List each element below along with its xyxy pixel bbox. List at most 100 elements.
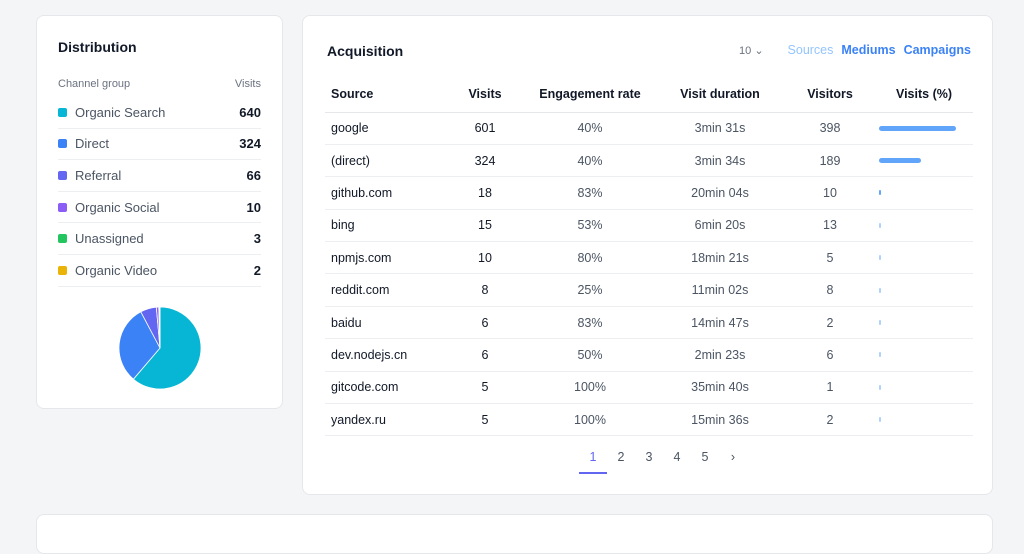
page-4[interactable]: 4 [663, 450, 691, 474]
engagement-cell: 25% [525, 274, 655, 306]
visits-percent-cell [875, 242, 973, 274]
bottom-card [36, 514, 993, 554]
tab-sources[interactable]: Sources [788, 43, 834, 57]
source-cell: gitcode.com [325, 371, 445, 403]
visitors-cell: 6 [785, 339, 875, 371]
visitors-cell: 2 [785, 306, 875, 338]
next-page-icon[interactable]: › [719, 450, 747, 474]
visits-percent-bar [879, 417, 881, 422]
visits-percent-cell [875, 371, 973, 403]
channel-label: Direct [75, 136, 239, 151]
visits-percent-bar [879, 352, 881, 357]
visits-percent-bar [879, 158, 921, 163]
source-cell: reddit.com [325, 274, 445, 306]
duration-cell: 15min 36s [655, 404, 785, 436]
column-header: Visits [445, 76, 525, 112]
acquisition-title: Acquisition [327, 43, 403, 59]
channel-label: Unassigned [75, 231, 254, 246]
channel-group-header: Channel group [58, 78, 130, 90]
page-size-value: 10 [739, 45, 751, 57]
page-2[interactable]: 2 [607, 450, 635, 474]
column-header: Visit duration [655, 76, 785, 112]
duration-cell: 3min 31s [655, 112, 785, 144]
tab-mediums[interactable]: Mediums [841, 43, 895, 57]
visits-percent-bar [879, 385, 881, 390]
channel-label: Organic Social [75, 200, 247, 215]
color-swatch [58, 171, 67, 180]
visits-percent-bar [879, 223, 881, 228]
color-swatch [58, 234, 67, 243]
distribution-title: Distribution [58, 39, 137, 55]
engagement-cell: 50% [525, 339, 655, 371]
visitors-cell: 10 [785, 177, 875, 209]
visits-percent-cell [875, 177, 973, 209]
visits-percent-cell [875, 404, 973, 436]
column-header: Visits (%) [875, 76, 973, 112]
channel-visits: 2 [254, 263, 261, 278]
column-header: Source [325, 76, 445, 112]
visitors-cell: 13 [785, 209, 875, 241]
channel-label: Referral [75, 168, 247, 183]
color-swatch [58, 203, 67, 212]
duration-cell: 11min 02s [655, 274, 785, 306]
visits-percent-cell [875, 306, 973, 338]
channel-visits: 10 [247, 200, 261, 215]
source-cell: bing [325, 209, 445, 241]
visitors-cell: 8 [785, 274, 875, 306]
engagement-cell: 53% [525, 209, 655, 241]
visits-percent-bar [879, 126, 956, 131]
distribution-pie-chart [115, 303, 205, 393]
duration-cell: 6min 20s [655, 209, 785, 241]
visitors-cell: 189 [785, 144, 875, 176]
visits-cell: 601 [445, 112, 525, 144]
color-swatch [58, 266, 67, 275]
visits-percent-cell [875, 339, 973, 371]
visits-header: Visits [235, 78, 261, 90]
visits-cell: 6 [445, 339, 525, 371]
channel-visits: 3 [254, 231, 261, 246]
engagement-cell: 100% [525, 404, 655, 436]
source-cell: (direct) [325, 144, 445, 176]
channel-label: Organic Video [75, 263, 254, 278]
page-size-select[interactable]: 10 ⌄ [739, 44, 764, 57]
engagement-cell: 40% [525, 112, 655, 144]
engagement-cell: 40% [525, 144, 655, 176]
page-5[interactable]: 5 [691, 450, 719, 474]
visits-percent-bar [879, 255, 881, 260]
visits-cell: 15 [445, 209, 525, 241]
visits-percent-cell [875, 144, 973, 176]
page-3[interactable]: 3 [635, 450, 663, 474]
visitors-cell: 5 [785, 242, 875, 274]
source-cell: dev.nodejs.cn [325, 339, 445, 371]
visits-cell: 5 [445, 371, 525, 403]
tab-campaigns[interactable]: Campaigns [904, 43, 971, 57]
duration-cell: 3min 34s [655, 144, 785, 176]
visits-cell: 6 [445, 306, 525, 338]
color-swatch [58, 108, 67, 117]
visits-cell: 5 [445, 404, 525, 436]
source-cell: baidu [325, 306, 445, 338]
visits-percent-bar [879, 190, 881, 195]
page-1[interactable]: 1 [579, 450, 607, 474]
duration-cell: 2min 23s [655, 339, 785, 371]
visits-percent-cell [875, 209, 973, 241]
column-header: Visitors [785, 76, 875, 112]
channel-visits: 324 [239, 136, 261, 151]
visits-cell: 10 [445, 242, 525, 274]
visits-cell: 324 [445, 144, 525, 176]
